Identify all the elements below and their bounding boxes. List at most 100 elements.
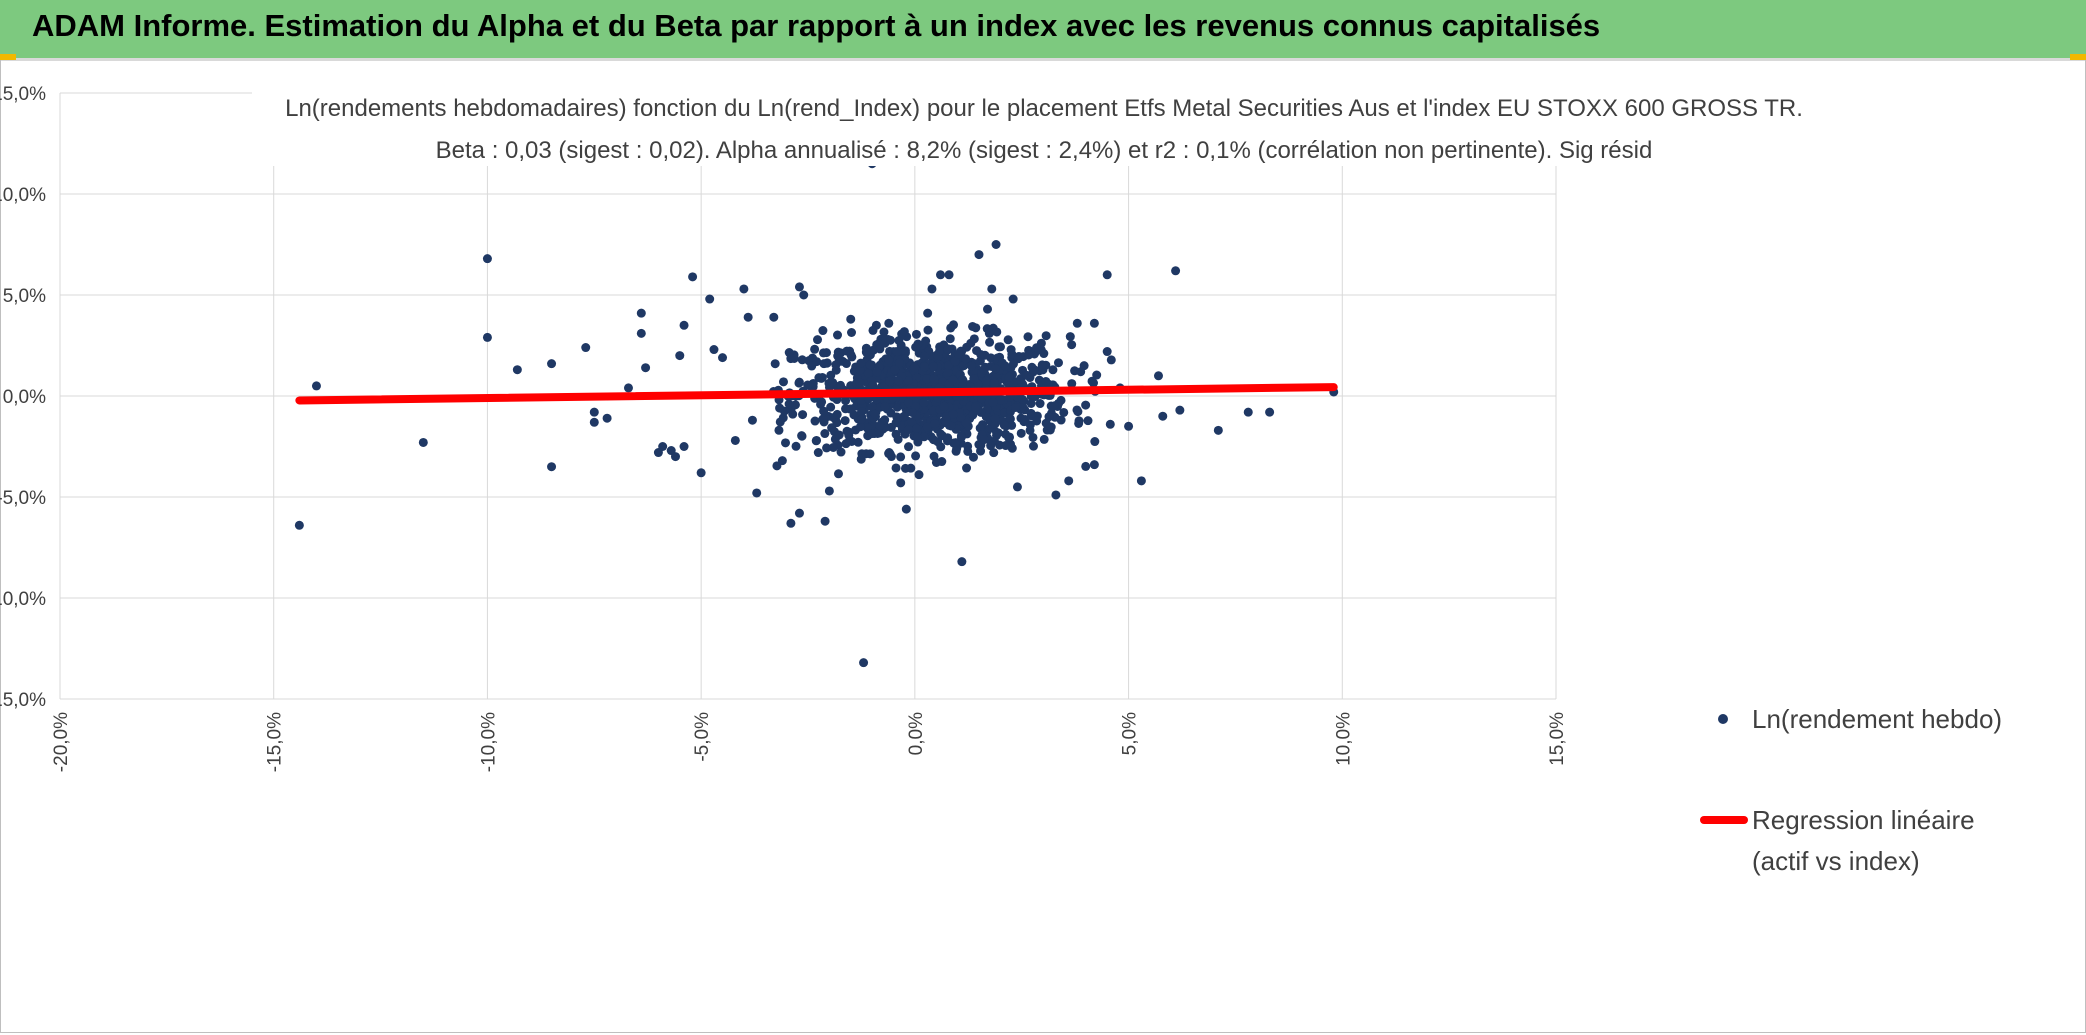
data-point bbox=[718, 353, 728, 363]
data-point bbox=[1041, 331, 1051, 341]
data-point bbox=[819, 359, 829, 369]
data-point bbox=[914, 470, 924, 480]
data-point bbox=[1035, 399, 1045, 409]
data-point bbox=[896, 452, 906, 462]
data-point bbox=[1044, 412, 1054, 422]
data-point bbox=[911, 451, 921, 461]
y-tick-label: -10,0% bbox=[0, 589, 46, 610]
data-point bbox=[880, 401, 890, 411]
data-point bbox=[971, 402, 981, 412]
data-point bbox=[1243, 407, 1253, 417]
data-point bbox=[840, 416, 850, 426]
data-point bbox=[826, 402, 836, 412]
data-point bbox=[818, 414, 828, 424]
data-point bbox=[943, 344, 953, 354]
data-point bbox=[944, 270, 954, 280]
data-point bbox=[861, 347, 871, 357]
data-point bbox=[1265, 407, 1275, 417]
data-point bbox=[856, 358, 866, 368]
data-point bbox=[1088, 378, 1098, 388]
data-point bbox=[709, 345, 719, 355]
report-header: ADAM Informe. Estimation du Alpha et du … bbox=[0, 0, 2086, 61]
data-point bbox=[589, 407, 599, 417]
title-background bbox=[252, 90, 1836, 166]
data-point bbox=[1003, 335, 1013, 345]
data-point bbox=[935, 346, 945, 356]
data-point bbox=[857, 407, 867, 417]
data-point bbox=[418, 437, 428, 447]
data-point bbox=[855, 422, 865, 432]
data-point bbox=[961, 354, 971, 364]
chart-title: Ln(rendements hebdomadaires) fonction du… bbox=[285, 95, 1803, 122]
data-point bbox=[834, 430, 844, 440]
data-point bbox=[928, 405, 938, 415]
data-point bbox=[747, 415, 757, 425]
x-tick-label: 5,0% bbox=[1120, 712, 1141, 755]
y-tick-label: -15,0% bbox=[0, 690, 46, 711]
data-point bbox=[739, 284, 749, 294]
y-tick-label: -5,0% bbox=[0, 488, 46, 509]
data-point bbox=[774, 425, 784, 435]
data-point bbox=[1092, 370, 1102, 380]
data-point bbox=[1171, 266, 1181, 276]
data-point bbox=[1067, 379, 1077, 389]
data-point bbox=[981, 376, 991, 386]
x-tick-label: -5,0% bbox=[692, 712, 713, 762]
data-point bbox=[1006, 345, 1016, 355]
data-point bbox=[859, 658, 869, 668]
data-point bbox=[824, 486, 834, 496]
data-point bbox=[969, 374, 979, 384]
data-point bbox=[951, 438, 961, 448]
data-point bbox=[1105, 419, 1115, 429]
data-point bbox=[1081, 400, 1091, 410]
data-point bbox=[984, 328, 994, 338]
data-point bbox=[547, 462, 557, 472]
data-point bbox=[820, 516, 830, 526]
data-point bbox=[999, 420, 1009, 430]
data-point bbox=[1048, 365, 1058, 375]
data-point bbox=[294, 520, 304, 530]
data-point bbox=[1089, 460, 1099, 470]
data-point bbox=[602, 413, 612, 423]
data-point bbox=[1046, 422, 1056, 432]
data-point bbox=[903, 425, 913, 435]
x-tick-label: 10,0% bbox=[1333, 712, 1354, 766]
data-point bbox=[867, 402, 877, 412]
data-point bbox=[857, 414, 867, 424]
data-point bbox=[919, 362, 929, 372]
data-point bbox=[813, 335, 823, 345]
data-point bbox=[1023, 332, 1033, 342]
data-point bbox=[922, 374, 932, 384]
data-point bbox=[945, 334, 955, 344]
data-point bbox=[956, 432, 966, 442]
y-tick-label: 15,0% bbox=[0, 84, 46, 105]
legend-label-regression: Regression linéaire bbox=[1752, 805, 1975, 835]
data-point bbox=[1067, 340, 1077, 350]
data-point bbox=[950, 356, 960, 366]
data-point bbox=[875, 344, 885, 354]
data-point bbox=[948, 375, 958, 385]
data-point bbox=[788, 409, 798, 419]
data-point bbox=[936, 442, 946, 452]
data-point bbox=[904, 442, 914, 452]
data-point bbox=[658, 442, 668, 451]
data-point bbox=[921, 336, 931, 346]
data-point bbox=[1000, 361, 1010, 371]
data-point bbox=[781, 438, 791, 448]
data-point bbox=[1175, 405, 1185, 415]
data-point bbox=[1037, 360, 1047, 370]
data-point bbox=[636, 328, 646, 338]
data-point bbox=[855, 378, 865, 388]
data-point bbox=[833, 469, 843, 479]
data-point bbox=[855, 365, 865, 375]
data-point bbox=[786, 518, 796, 528]
data-point bbox=[1089, 318, 1099, 328]
data-point bbox=[1016, 428, 1026, 438]
data-point bbox=[958, 375, 968, 385]
data-point bbox=[743, 312, 753, 322]
data-point bbox=[987, 284, 997, 294]
data-point bbox=[822, 443, 832, 453]
data-point bbox=[833, 330, 843, 340]
data-point bbox=[893, 434, 903, 444]
data-point bbox=[1090, 437, 1100, 447]
